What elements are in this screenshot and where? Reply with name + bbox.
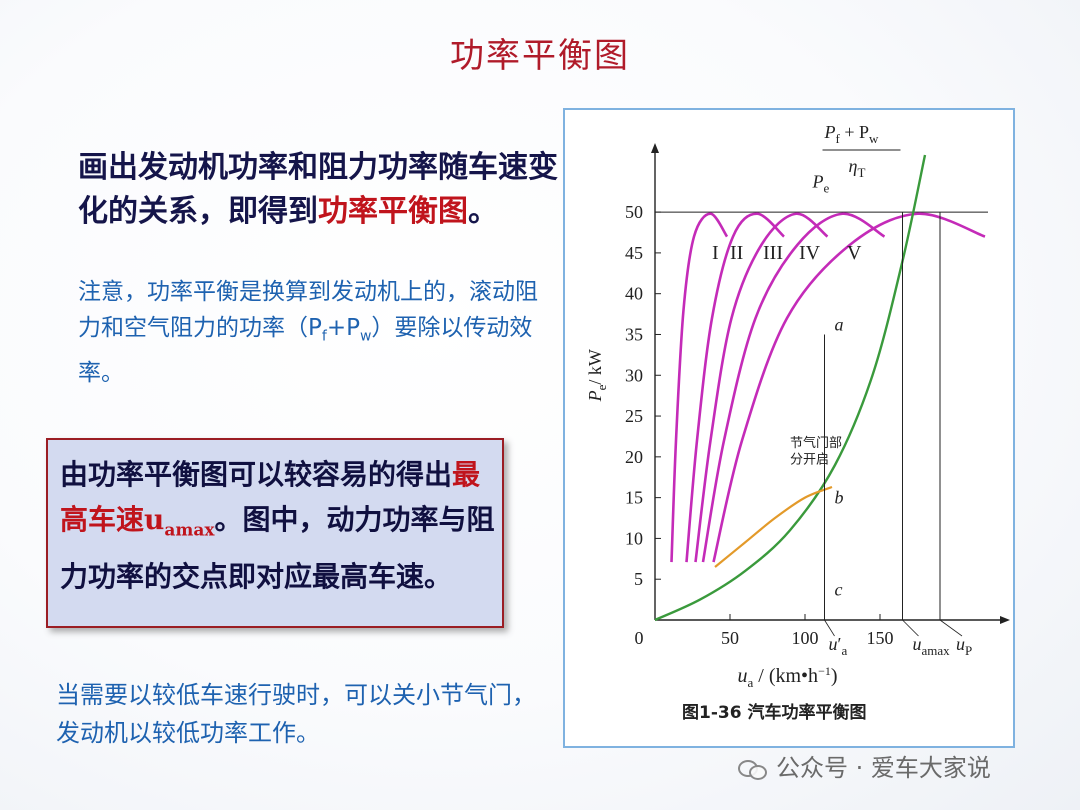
note-plus: +P bbox=[326, 315, 360, 341]
note-sub-w: w bbox=[359, 328, 372, 345]
point-c-label: c bbox=[835, 580, 843, 600]
resistance-formula-numerator: Pf + Pw bbox=[824, 122, 880, 146]
y-tick-label: 40 bbox=[625, 284, 643, 304]
engine-power-curve-4 bbox=[701, 212, 886, 563]
x-tick-label: 100 bbox=[792, 628, 819, 648]
y-axis-arrow bbox=[651, 143, 659, 153]
wechat-icon bbox=[738, 758, 768, 780]
gear-label-V: V bbox=[847, 242, 862, 264]
max-speed-callout-box: 由功率平衡图可以较容易的得出最高车速uamax。图中，动力功率与阻力功率的交点即… bbox=[46, 438, 504, 628]
intro-text: 画出发动机功率和阻力功率随车速变化的关系，即得到功率平衡图。 bbox=[78, 146, 558, 234]
x-tick-label: 150 bbox=[867, 628, 894, 648]
x-tick-label: 50 bbox=[721, 628, 739, 648]
chart-axes: 5 10 15 20 25 30 35 40 45 50 0 50 100 150 bbox=[625, 143, 1010, 648]
y-tick-label: 20 bbox=[625, 447, 643, 467]
gear-label-IV: IV bbox=[799, 242, 821, 264]
resistance-formula-denominator: ηT bbox=[849, 156, 866, 180]
point-b-label: b bbox=[835, 488, 844, 508]
y-tick-label: 5 bbox=[634, 569, 643, 589]
gear-label-I: I bbox=[712, 242, 719, 264]
watermark-text: 公众号 · 爱车大家说 bbox=[776, 754, 991, 782]
note-sub-f: f bbox=[321, 328, 327, 345]
y-tick-label: 50 bbox=[625, 202, 643, 222]
chart-curves bbox=[654, 154, 986, 637]
watermark: 公众号 · 爱车大家说 bbox=[738, 748, 1068, 788]
engine-power-curve-5 bbox=[712, 212, 986, 563]
box-text-part1: 由功率平衡图可以较容易的得出 bbox=[60, 458, 453, 491]
speed-label-1: u′a bbox=[829, 634, 848, 658]
y-tick-label: 35 bbox=[625, 324, 643, 344]
x-tick-label: 0 bbox=[635, 628, 644, 648]
engine-power-curve-3 bbox=[694, 212, 829, 563]
bottom-note: 当需要以较低车速行驶时，可以关小节气门，发动机以较低功率工作。 bbox=[56, 681, 536, 747]
y-tick-label: 15 bbox=[625, 488, 643, 508]
box-red-sub: amax bbox=[164, 520, 215, 541]
intro-end: 。 bbox=[468, 194, 498, 229]
note-text-part1: 注意，功率平衡是换算到发动机上的，滚动阻力和空气阻力的功率（P bbox=[78, 279, 538, 341]
pe-curve-label: Pe bbox=[812, 172, 830, 196]
power-balance-chart: 5 10 15 20 25 30 35 40 45 50 0 50 100 150 u′a uamax uP a… bbox=[563, 108, 1015, 748]
partial-throttle-curve bbox=[714, 485, 833, 568]
y-tick-label: 45 bbox=[625, 243, 643, 263]
y-axis-label: Pe/ kW bbox=[585, 349, 609, 402]
speed-leader-1 bbox=[824, 619, 835, 637]
slide-title: 功率平衡图 bbox=[450, 36, 630, 76]
throttle-label-line2: 分开启 bbox=[790, 452, 829, 467]
speed-leader-2 bbox=[902, 619, 919, 637]
speed-leader-3 bbox=[939, 619, 963, 637]
throttle-label-line1: 节气门部 bbox=[790, 435, 842, 451]
speed-label-3: uP bbox=[956, 634, 972, 658]
gear-label-II: II bbox=[730, 242, 743, 264]
y-tick-label: 25 bbox=[625, 406, 643, 426]
engine-power-curve-2 bbox=[685, 212, 785, 563]
note-text: 注意，功率平衡是换算到发动机上的，滚动阻力和空气阻力的功率（Pf+Pw）要除以传… bbox=[78, 274, 548, 391]
resistance-power-curve bbox=[654, 154, 927, 622]
engine-power-curve-1 bbox=[670, 212, 729, 563]
box-text-part2: 。图中，动力功率与阻力功率的交点即对应最高车速。 bbox=[60, 503, 495, 593]
chart-svg: 5 10 15 20 25 30 35 40 45 50 0 50 100 150 u′a uamax uP a… bbox=[585, 122, 1010, 723]
chart-caption: 图1-36 汽车功率平衡图 bbox=[682, 702, 866, 723]
point-a-label: a bbox=[835, 314, 844, 334]
intro-highlight: 功率平衡图 bbox=[318, 194, 468, 229]
y-tick-label: 10 bbox=[625, 528, 643, 548]
speed-label-2: uamax bbox=[913, 634, 951, 658]
y-tick-label: 30 bbox=[625, 365, 643, 385]
x-axis-label: ua / (km•h−1) bbox=[738, 664, 838, 690]
gear-label-III: III bbox=[763, 242, 783, 264]
box-red-text: 最高车速u bbox=[60, 458, 481, 536]
intro-text-main: 画出发动机功率和阻力功率随车速变化的关系，即得到 bbox=[78, 150, 558, 229]
x-axis-arrow bbox=[1000, 616, 1010, 624]
note-text-part2: ）要除以传动效率。 bbox=[78, 315, 533, 386]
